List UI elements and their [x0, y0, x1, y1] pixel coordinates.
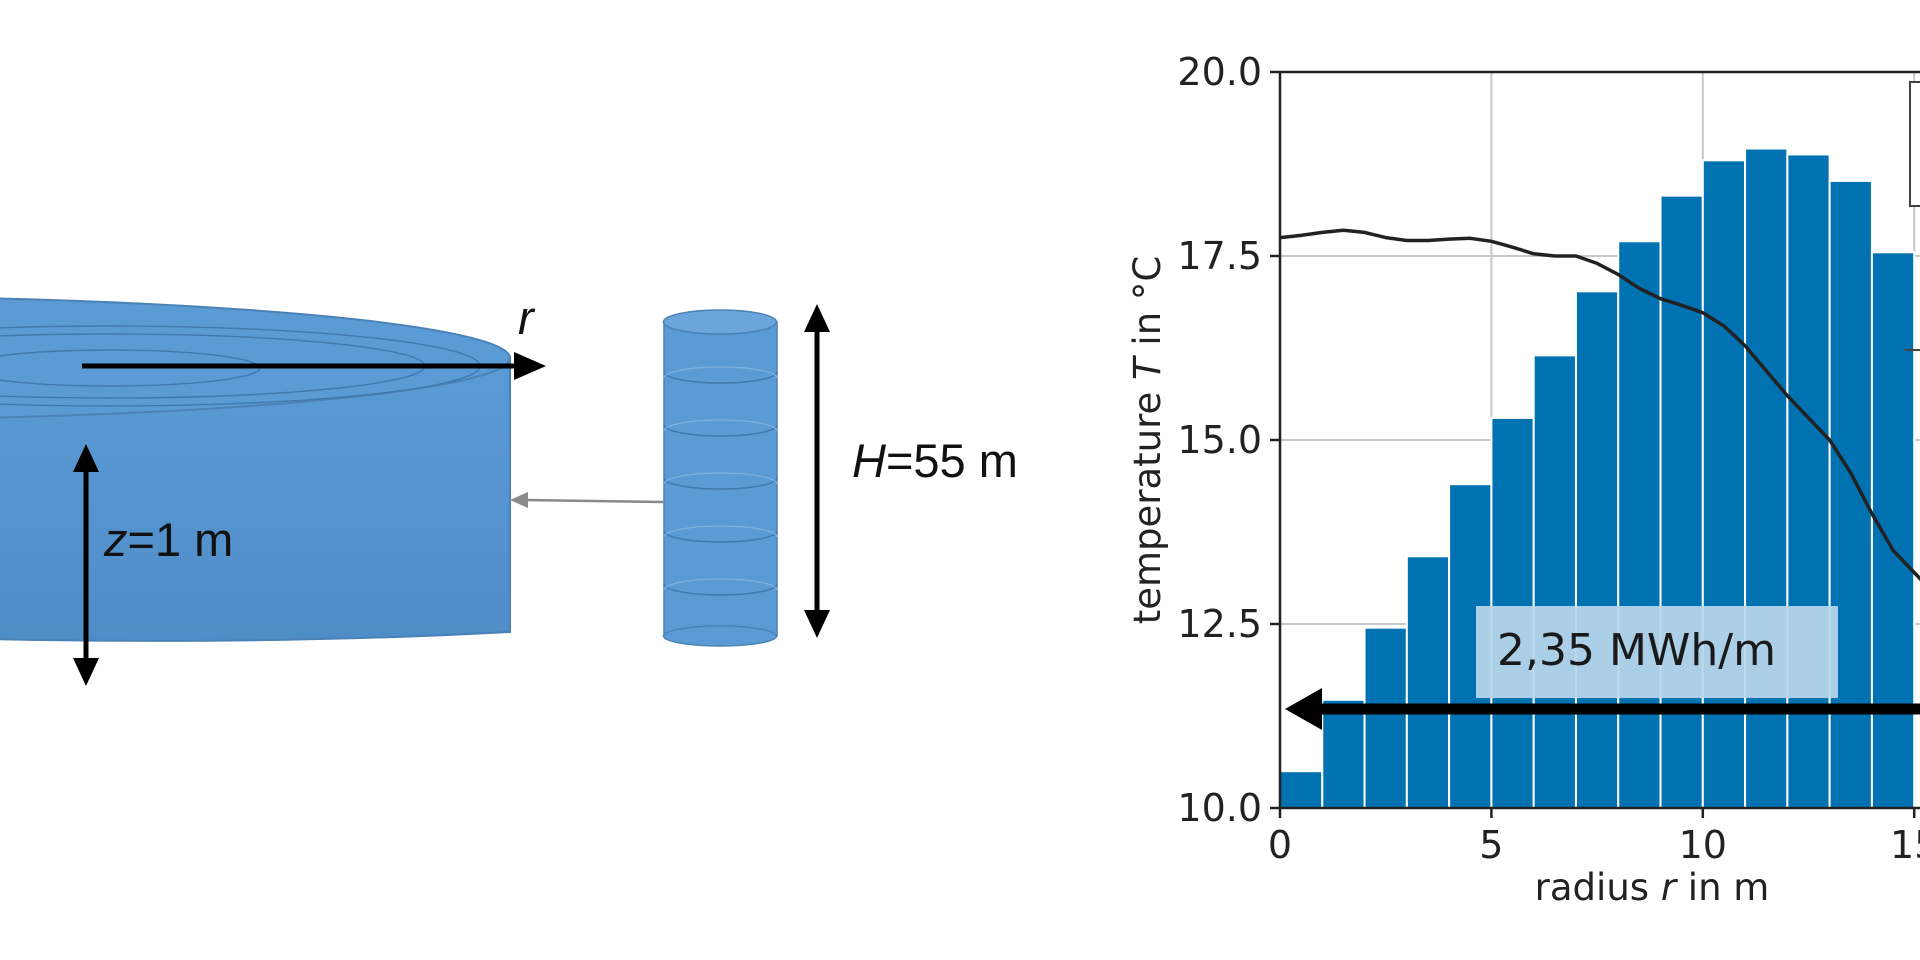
- y-tick-label: 15.0: [1177, 418, 1262, 462]
- temperature-line: [1280, 228, 1920, 582]
- bar: [1363, 626, 1408, 808]
- chart: 2,35 MWh/m 10.0 12.5 15.0 17.5 20.0 0 5 10 15 ra…: [1126, 50, 1920, 909]
- chart-bars: [1280, 147, 1916, 808]
- chart-line: [1280, 228, 1920, 582]
- bar: [1405, 555, 1451, 808]
- annotation-text: 2,35 MWh/m: [1497, 625, 1776, 676]
- z-arrow: [73, 444, 99, 686]
- h-label: H=55 m: [852, 434, 1018, 487]
- connector-arrow: [510, 492, 665, 508]
- r-arrow: [82, 352, 546, 380]
- y-tick-label: 20.0: [1177, 50, 1262, 94]
- x-tick-label: 0: [1268, 823, 1292, 867]
- layer-cylinder: [0, 297, 511, 642]
- annotation-arrow: [1285, 688, 1920, 730]
- legend-box: [1909, 81, 1920, 207]
- y-tick-label: 12.5: [1177, 602, 1262, 646]
- bar: [1870, 251, 1916, 808]
- y-tick-label: 10.0: [1177, 786, 1262, 830]
- h-arrow: [804, 304, 830, 638]
- bar: [1828, 179, 1873, 808]
- bar: [1280, 770, 1324, 808]
- disk-top: [662, 309, 778, 335]
- annotation-box: [1476, 606, 1838, 698]
- bar: [1744, 147, 1789, 808]
- chart-ticks: 10.0 12.5 15.0 17.5 20.0 0 5 10 15: [1177, 50, 1920, 867]
- bar: [1659, 194, 1704, 808]
- bar: [1321, 698, 1366, 808]
- x-axis-label: radius r in m: [1535, 866, 1770, 909]
- x-tick-label: 10: [1679, 823, 1727, 867]
- y-tick-label: 17.5: [1177, 234, 1262, 278]
- bar: [1617, 240, 1662, 808]
- r-label: r: [518, 291, 536, 344]
- bar: [1532, 354, 1577, 808]
- disk-stack: [662, 309, 778, 647]
- bar: [1574, 290, 1620, 808]
- y-axis-label: temperature T in °C: [1126, 256, 1169, 625]
- z-label: z=1 m: [103, 513, 233, 566]
- cylinder-top-face: [0, 297, 511, 419]
- x-tick-label: 5: [1479, 823, 1503, 867]
- x-tick-label: 15: [1890, 823, 1920, 867]
